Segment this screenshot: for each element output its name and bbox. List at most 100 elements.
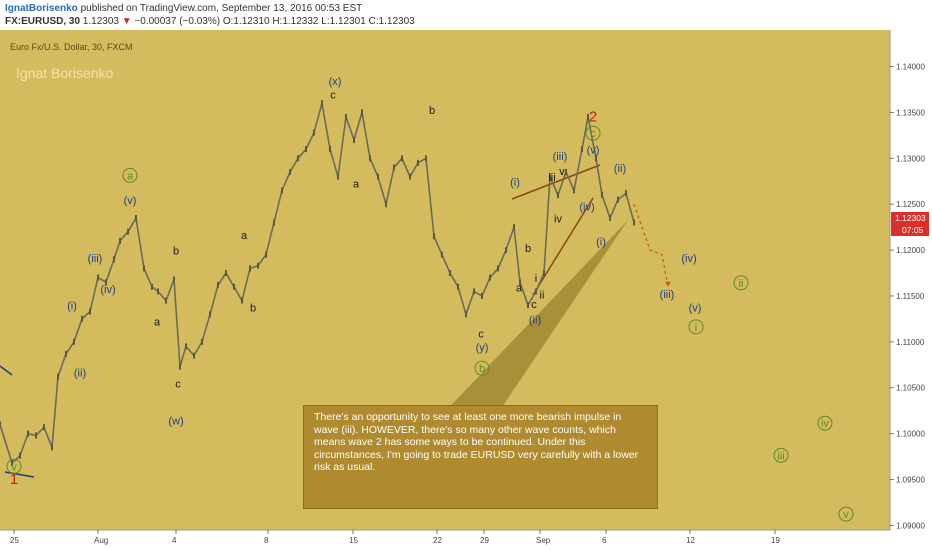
candle [305, 146, 307, 153]
wave-label: (ii) [529, 314, 541, 326]
high-value: H:1.12332 [272, 16, 319, 27]
lower-trendline [532, 197, 594, 296]
wave-label: iv [821, 418, 829, 430]
wave-label-ring [733, 275, 749, 291]
wave-label-ring [585, 125, 601, 141]
y-tick-label: 1.11500 [896, 292, 925, 301]
candle [313, 129, 315, 136]
candle [361, 109, 363, 116]
published-text: published on TradingView.com, September … [80, 3, 363, 14]
wave-label: iii [548, 172, 555, 184]
candle [519, 279, 521, 286]
author-link[interactable]: IgnatBorisenko [5, 3, 78, 14]
candle [369, 155, 371, 162]
wave-label: (v) [689, 303, 702, 315]
wave-label: (iv) [100, 284, 115, 296]
x-tick-label: 6 [602, 536, 607, 545]
candle [73, 338, 75, 345]
candle [527, 302, 529, 309]
projection-line [633, 203, 669, 287]
chart-title: Euro Fx/U.S. Dollar, 30, FXCM [10, 42, 133, 52]
x-tick-label: 15 [349, 536, 358, 545]
candle [151, 283, 153, 290]
wave-label: (ii) [614, 163, 626, 175]
candle [353, 136, 355, 143]
candle [265, 251, 267, 258]
wave-label-ring [838, 506, 854, 522]
trendline-left-b [4, 471, 35, 478]
price-axis[interactable] [890, 30, 932, 550]
wave-label: b [525, 243, 531, 255]
candle [345, 113, 347, 120]
candle [633, 219, 635, 226]
wave-label-ring [6, 458, 22, 474]
y-tick-label: 1.11000 [896, 338, 925, 347]
candle [257, 262, 259, 269]
wave-label: b [173, 246, 179, 258]
wave-label: a [241, 230, 248, 242]
wave-label: i [695, 322, 697, 334]
wave-label: v [559, 166, 565, 178]
candle [165, 297, 167, 304]
wave-label: (w) [168, 415, 183, 427]
candle [19, 452, 21, 459]
candle [393, 164, 395, 171]
candle [65, 350, 67, 357]
candle [225, 270, 227, 277]
candle [489, 274, 491, 281]
candle [377, 173, 379, 180]
candle [543, 270, 545, 277]
candle [297, 155, 299, 162]
candle [409, 173, 411, 180]
candle [465, 311, 467, 318]
candle [209, 311, 211, 318]
quote-line: FX:EURUSD, 30 1.12303 ▼ −0.00037 (−0.03%… [5, 16, 415, 27]
y-tick-label: 1.09500 [896, 476, 925, 485]
candle [127, 228, 129, 235]
wave-label: a [127, 170, 134, 182]
price-series [0, 100, 671, 467]
wave-label: (iv) [579, 202, 594, 214]
wave-label: 1 [10, 471, 18, 488]
wave-label-ring [688, 319, 704, 335]
candle [57, 373, 59, 380]
candle [481, 292, 483, 299]
watermark: Ignat Borisenko [16, 65, 113, 81]
wave-label: a [154, 316, 161, 328]
candle [241, 297, 243, 304]
last-price: 1.12303 [82, 16, 119, 27]
x-tick-label: 4 [172, 536, 177, 545]
candle [143, 265, 145, 272]
candle [105, 279, 107, 286]
candle [119, 237, 121, 244]
wave-label-ring [773, 447, 789, 463]
candle [497, 265, 499, 272]
candle [281, 187, 283, 194]
wave-label: b [479, 363, 485, 375]
wave-label: ii [739, 278, 744, 290]
y-ticks: 1.14000 1.13500 1.13000 1.12500 1.12000 1.115… [890, 63, 925, 530]
candle [449, 270, 451, 277]
candle [11, 460, 13, 467]
price-change: −0.00037 (−0.03%) [134, 16, 221, 27]
wave-label: iv [554, 214, 562, 226]
y-tick-label: 1.10500 [896, 384, 925, 393]
wave-label: (iii) [553, 151, 568, 163]
symbol-label[interactable]: FX:EURUSD, 30 [5, 16, 81, 27]
wave-label: 2 [589, 109, 597, 126]
candle [535, 288, 537, 295]
candle [51, 444, 53, 451]
candle [135, 214, 137, 221]
candle [113, 256, 115, 263]
wave-label: v [11, 461, 17, 473]
candle [433, 233, 435, 240]
candle [441, 251, 443, 258]
time-tag [891, 224, 929, 236]
time-axis[interactable] [0, 530, 890, 550]
candle [625, 190, 627, 197]
upper-trendline [511, 164, 601, 200]
wave-label: b [429, 105, 435, 117]
wave-label: c [478, 328, 484, 340]
candle [0, 421, 1, 428]
publish-line: IgnatBorisenko published on TradingView.… [5, 3, 362, 14]
